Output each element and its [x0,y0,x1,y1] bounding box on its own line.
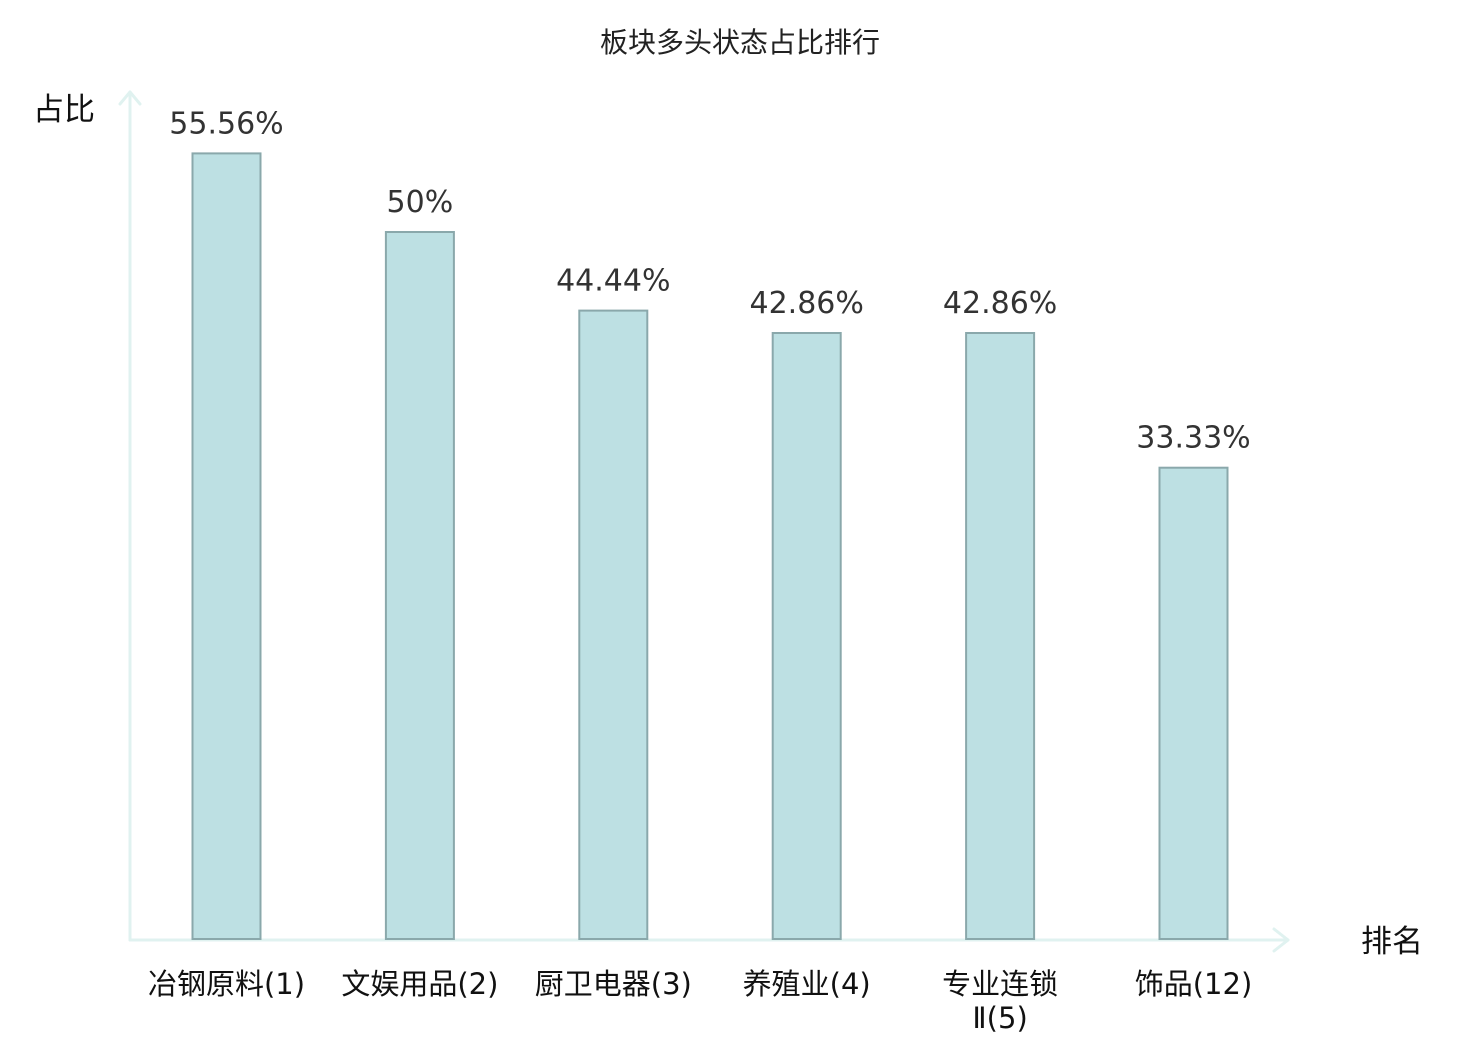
category-label: 冶钢原料(1) [148,967,305,1001]
category-label: 专业连锁 [942,967,1058,1001]
bar-value-label: 50% [387,185,454,220]
bars [191,152,1229,941]
category-label: 厨卫电器(3) [535,967,692,1001]
bar-value-label: 42.86% [750,286,864,321]
y-axis-arrow-icon [118,90,142,106]
value-labels: 55.56% 50% 44.44% 42.86% 42.86% 33.33% [169,106,1250,455]
bar-value-label: 33.33% [1136,421,1250,456]
bar [965,332,1036,940]
bar-value-label: 55.56% [169,106,283,141]
bar [578,309,649,941]
category-label: 文娱用品(2) [341,967,498,1001]
bar [384,231,455,940]
x-axis-label: 排名 [1361,924,1423,960]
category-label: 养殖业(4) [743,967,871,1001]
axes [118,90,1290,953]
bar [191,152,262,940]
category-label: 饰品(12) [1135,967,1253,1001]
bar [771,332,842,940]
y-axis-label: 占比 [33,92,95,128]
bar [1158,466,1229,940]
bar-value-label: 42.86% [943,286,1057,321]
chart-title: 板块多头状态占比排行 [600,26,880,59]
x-axis-arrow-icon [1272,927,1290,953]
bar-value-label: 44.44% [556,264,670,299]
category-label: Ⅱ(5) [972,1001,1027,1035]
